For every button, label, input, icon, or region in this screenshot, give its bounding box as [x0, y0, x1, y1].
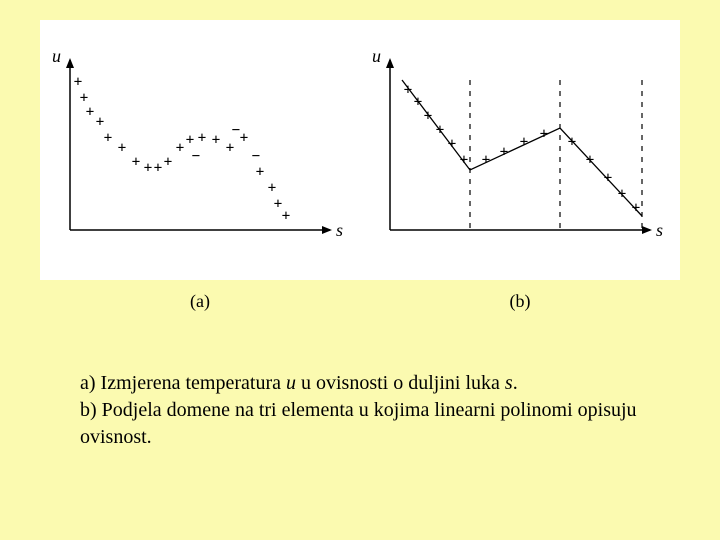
svg-text:+: + [176, 140, 184, 156]
svg-text:−: − [252, 148, 260, 164]
svg-text:+: + [540, 126, 548, 142]
svg-text:−: − [232, 122, 240, 138]
caption-a-post: . [513, 372, 518, 394]
svg-text:+: + [186, 132, 194, 148]
svg-text:+: + [586, 152, 594, 168]
svg-text:+: + [436, 122, 444, 138]
svg-text:+: + [424, 108, 432, 124]
svg-text:+: + [154, 160, 162, 176]
svg-text:+: + [212, 132, 220, 148]
svg-text:+: + [86, 104, 94, 120]
svg-text:+: + [118, 140, 126, 156]
caption-b: b) Podjela domene na tri elementa u koji… [80, 399, 637, 448]
panel-b-label: (b) [360, 291, 680, 312]
svg-text:+: + [414, 94, 422, 110]
caption-var-u: u [286, 372, 296, 394]
svg-text:u: u [52, 46, 61, 66]
svg-text:+: + [132, 154, 140, 170]
svg-text:+: + [164, 154, 172, 170]
panel-a-label: (a) [40, 291, 360, 312]
svg-text:+: + [268, 180, 276, 196]
svg-text:+: + [256, 164, 264, 180]
svg-text:+: + [568, 134, 576, 150]
svg-text:+: + [460, 152, 468, 168]
caption-a-pre: a) Izmjerena temperatura [80, 372, 286, 394]
figure-caption: a) Izmjerena temperatura u u ovisnosti o… [80, 370, 640, 451]
svg-text:+: + [198, 130, 206, 146]
svg-text:−: − [192, 148, 200, 164]
svg-text:+: + [632, 200, 640, 216]
svg-text:+: + [144, 160, 152, 176]
svg-text:+: + [240, 130, 248, 146]
panel-b-svg: us+++++++++++++++ [360, 20, 680, 280]
caption-var-s: s [505, 372, 513, 394]
svg-text:+: + [404, 82, 412, 98]
svg-text:+: + [96, 114, 104, 130]
svg-text:s: s [336, 220, 343, 240]
svg-text:+: + [282, 208, 290, 224]
panel-a: us++++++++++++++++++++−−− (a) [40, 20, 360, 280]
svg-text:+: + [618, 186, 626, 202]
panel-b: us+++++++++++++++ (b) [360, 20, 680, 280]
svg-text:s: s [656, 220, 663, 240]
svg-text:+: + [482, 152, 490, 168]
caption-a-mid: u ovisnosti o duljini luka [296, 372, 505, 394]
charts-row: us++++++++++++++++++++−−− (a) us++++++++… [0, 0, 720, 280]
svg-text:+: + [226, 140, 234, 156]
svg-text:+: + [520, 134, 528, 150]
svg-text:+: + [74, 74, 82, 90]
svg-text:+: + [500, 144, 508, 160]
svg-text:+: + [448, 136, 456, 152]
svg-text:+: + [104, 130, 112, 146]
panel-a-svg: us++++++++++++++++++++−−− [40, 20, 360, 280]
svg-text:+: + [604, 170, 612, 186]
svg-text:u: u [372, 46, 381, 66]
